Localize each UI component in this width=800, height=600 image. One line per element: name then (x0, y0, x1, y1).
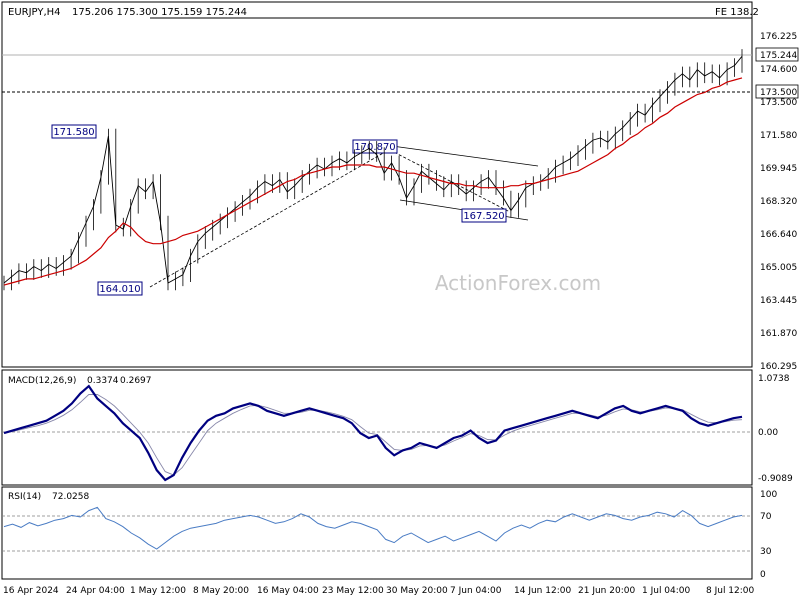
wave-line (389, 149, 511, 213)
x-tick: 7 Jun 04:00 (450, 586, 502, 596)
signal-value: 0.2697 (120, 376, 152, 386)
annotation-164010: 164.010 (97, 281, 143, 296)
rsi-panel-frame (1, 486, 753, 580)
x-tick: 23 May 12:00 (322, 586, 384, 596)
price-tick: 165.005 (760, 263, 797, 273)
x-tick: 21 Jun 20:00 (578, 586, 635, 596)
rsi-tick: 30 (760, 547, 772, 557)
support-price-label: 173.500 (760, 88, 797, 98)
price-tick: 163.445 (760, 296, 797, 306)
annotation-167520: 167.520 (461, 208, 507, 223)
x-tick: 16 Apr 2024 (3, 586, 59, 596)
annotation-label: 164.010 (99, 284, 140, 295)
price-series (3, 56, 743, 284)
fe-label: FE 138.2 (715, 7, 759, 18)
x-tick: 1 May 12:00 (130, 586, 186, 596)
x-tick: 8 Jul 12:00 (706, 586, 755, 596)
price-tick: 166.640 (760, 230, 797, 240)
current-price-box (755, 47, 799, 62)
macd-title: MACD(12,26,9) (8, 376, 76, 386)
macd-series (3, 384, 743, 482)
header-symbol: EURJPY,H4 (8, 7, 61, 18)
annotation-label: 170.870 (354, 142, 395, 153)
x-tick: 16 May 04:00 (257, 586, 319, 596)
x-tick: 30 May 20:00 (386, 586, 448, 596)
macd-tick: -0.9089 (758, 474, 793, 484)
price-tick: 176.225 (760, 32, 797, 42)
macd-tick: 0.00 (758, 428, 778, 438)
x-tick: 14 Jun 12:00 (514, 586, 571, 596)
price-tick: 169.945 (760, 164, 797, 174)
rsi-tick: 70 (760, 512, 772, 522)
price-panel-frame (1, 1, 753, 368)
rsi-tick: 0 (760, 570, 766, 580)
channel-upper (391, 145, 539, 167)
header-ohlc: 175.206 175.300 175.159 175.244 (72, 7, 247, 18)
price-tick: 173.500 (760, 98, 797, 108)
macd-tick: 1.0738 (758, 374, 790, 384)
price-tick: 174.600 (760, 65, 797, 75)
x-tick: 24 Apr 04:00 (66, 586, 125, 596)
rsi-tick: 100 (760, 490, 777, 500)
price-tick: 160.295 (760, 362, 797, 372)
current-price-label: 175.244 (760, 51, 797, 61)
moving-average-series (3, 77, 743, 286)
annotation-171580: 171.580 (51, 124, 97, 139)
x-tick: 8 May 20:00 (193, 586, 249, 596)
price-tick: 171.580 (760, 131, 797, 141)
macd-value: 0.3374 (87, 376, 119, 386)
annotation-label: 167.520 (463, 211, 504, 222)
x-tick: 1 Jul 04:00 (642, 586, 691, 596)
signal-series (3, 394, 743, 476)
macd-panel-frame (1, 369, 753, 486)
rsi-title: RSI(14) (8, 492, 41, 502)
watermark: ActionForex.com (435, 271, 601, 295)
annotation-label: 171.580 (53, 127, 94, 138)
price-tick: 168.320 (760, 197, 797, 207)
rsi-value: 72.0258 (52, 492, 89, 502)
rsi-series (3, 506, 743, 550)
price-tick: 161.870 (760, 329, 797, 339)
support-price-box (755, 84, 799, 99)
annotation-170870: 170.870 (352, 139, 398, 154)
